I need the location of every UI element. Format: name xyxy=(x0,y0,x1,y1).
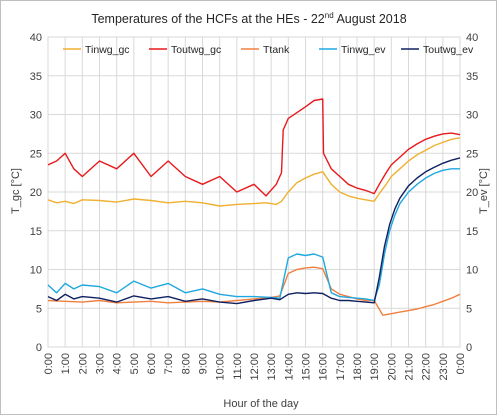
x-tick-label: 5:00 xyxy=(129,353,141,374)
y-axis-title-left: T_gc [°C] xyxy=(10,168,22,214)
x-tick-label: 7:00 xyxy=(163,353,175,374)
axes: 0 5 10 15 20 25 30 35 40 0 5 10 15 20 25 30 35 40 0:00 1:00… xyxy=(30,32,479,381)
x-tick-label: 17:00 xyxy=(335,353,347,381)
x-tick-label: 16:00 xyxy=(318,353,330,381)
gridlines xyxy=(47,36,461,348)
x-tick-label: 20:00 xyxy=(386,353,398,381)
legend-item: Toutwg_ev xyxy=(401,44,474,56)
series-line-toutwg-gc xyxy=(47,98,461,197)
x-tick-label: 6:00 xyxy=(146,353,158,374)
series-line-toutwg-ev xyxy=(47,157,461,305)
x-tick-label: 2:00 xyxy=(77,353,89,374)
legend-label: Tinwg_gc xyxy=(85,44,130,56)
title-prefix: Temperatures of the HCFs at the HEs - 22 xyxy=(91,12,324,26)
legend-label: Toutwg_ev xyxy=(423,44,474,56)
series-line-tinwg-ev xyxy=(47,168,460,302)
y-tick-label-left: 25 xyxy=(30,148,42,160)
x-tick-label: 23:00 xyxy=(438,353,450,381)
x-tick-label: 10:00 xyxy=(215,353,227,381)
x-tick-label: 21:00 xyxy=(404,353,416,381)
y-tick-label-left: 15 xyxy=(30,226,42,238)
legend-label: Ttank xyxy=(263,44,290,56)
y-tick-label-right: 20 xyxy=(466,187,478,199)
series-line-ttank xyxy=(47,266,461,316)
legend-item: Ttank xyxy=(241,44,290,56)
x-tick-label: 0:00 xyxy=(455,353,467,374)
y-tick-label-left: 35 xyxy=(30,71,42,83)
series-line-tinwg-gc xyxy=(47,137,461,207)
y-tick-label-right: 10 xyxy=(466,265,478,277)
x-tick-label: 13:00 xyxy=(266,353,278,381)
legend-item: Tinwg_ev xyxy=(319,44,386,56)
x-tick-label: 4:00 xyxy=(112,353,124,374)
title-superscript: nd xyxy=(325,11,334,20)
y-tick-label-left: 0 xyxy=(36,342,42,354)
x-axis-title: Hour of the day xyxy=(223,398,299,410)
legend-item: Toutwg_gc xyxy=(149,44,221,56)
x-tick-label: 9:00 xyxy=(198,353,210,374)
x-tick-label: 15:00 xyxy=(301,353,313,381)
x-tick-label: 22:00 xyxy=(421,353,433,381)
y-tick-label-right: 15 xyxy=(466,226,478,238)
legend-item: Tinwg_gc xyxy=(63,44,130,56)
y-tick-label-right: 25 xyxy=(466,148,478,160)
x-tick-label: 0:00 xyxy=(43,353,55,374)
x-tick-label: 14:00 xyxy=(283,353,295,381)
y-tick-label-right: 40 xyxy=(466,32,478,44)
x-tick-label: 3:00 xyxy=(95,353,107,374)
x-tick-label: 11:00 xyxy=(232,353,244,380)
y-tick-label-left: 30 xyxy=(30,110,42,122)
title-suffix: August 2018 xyxy=(334,12,407,26)
y-tick-label-left: 20 xyxy=(30,187,42,199)
y-axis-title-right: T_ev [°C] xyxy=(478,168,490,214)
legend-label: Toutwg_gc xyxy=(171,44,221,56)
legend-label: Tinwg_ev xyxy=(341,44,386,56)
y-tick-label-left: 5 xyxy=(36,303,42,315)
x-tick-label: 12:00 xyxy=(249,353,261,381)
x-tick-label: 8:00 xyxy=(180,353,192,374)
series-lines xyxy=(47,98,461,316)
y-tick-label-right: 0 xyxy=(466,342,472,354)
y-tick-label-right: 30 xyxy=(466,110,478,122)
x-tick-label: 19:00 xyxy=(369,353,381,381)
x-tick-label: 1:00 xyxy=(60,353,72,374)
chart-title: Temperatures of the HCFs at the HEs - 22… xyxy=(91,11,406,26)
y-tick-label-left: 40 xyxy=(30,32,42,44)
legend: Tinwg_gc Toutwg_gc Ttank Tinwg_ev Toutwg_ev xyxy=(63,44,474,56)
y-tick-label-left: 10 xyxy=(30,265,42,277)
y-tick-label-right: 35 xyxy=(466,71,478,83)
y-tick-label-right: 5 xyxy=(466,303,472,315)
x-tick-label: 18:00 xyxy=(352,353,364,381)
